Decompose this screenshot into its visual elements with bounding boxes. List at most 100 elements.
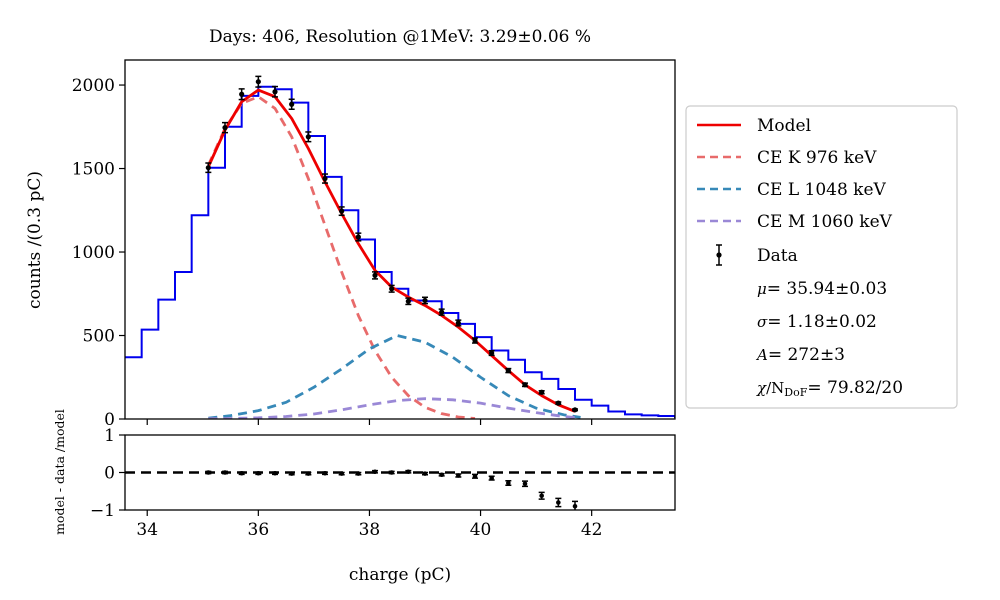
- residual-y-tick-label: 1: [104, 426, 115, 446]
- residual-point: [338, 471, 345, 476]
- chart-title: Days: 406, Resolution @1MeV: 3.29±0.06 %: [209, 27, 591, 47]
- data-marker: [389, 286, 395, 292]
- residual-points-group: [205, 469, 578, 510]
- data-marker: [505, 367, 511, 374]
- data-marker: [239, 91, 245, 97]
- data-marker: [489, 350, 495, 356]
- legend-param-chi2: χ/NDoF= 79.82/20: [756, 378, 903, 399]
- histogram-steps: [125, 85, 675, 418]
- residual-marker: [289, 471, 294, 476]
- data-point: [355, 232, 362, 242]
- residual-point: [205, 470, 212, 475]
- data-marker: [289, 101, 295, 107]
- data-marker: [439, 309, 445, 315]
- data-point: [255, 75, 262, 88]
- residual-marker: [356, 471, 361, 476]
- histogram-group: [125, 85, 675, 418]
- legend: Model CE K 976 keV CE L 1048 keV CE M 10…: [685, 105, 958, 409]
- main-y-ticks: 0 500 1000 1500 2000: [72, 76, 125, 430]
- data-point: [572, 407, 578, 413]
- residual-marker: [406, 469, 411, 475]
- data-marker: [455, 320, 461, 326]
- legend-swatch-data: [716, 244, 722, 266]
- data-marker: [472, 337, 478, 344]
- data-point: [338, 206, 345, 217]
- data-point: [388, 284, 395, 293]
- data-marker: [355, 234, 361, 240]
- data-point: [222, 121, 228, 134]
- residual-point: [488, 475, 495, 481]
- data-marker: [272, 89, 278, 95]
- data-marker: [405, 298, 411, 304]
- residual-point: [522, 480, 528, 488]
- main-y-tick-label: 500: [83, 327, 115, 347]
- data-marker: [539, 389, 545, 395]
- residual-marker: [206, 470, 211, 475]
- residual-point: [322, 470, 328, 476]
- x-tick-label: 36: [248, 520, 270, 540]
- curve-ce-k-976-kev: [207, 95, 476, 419]
- residual-marker: [439, 472, 444, 478]
- residual-point: [538, 491, 545, 500]
- data-marker: [255, 79, 261, 85]
- residual-marker: [222, 470, 228, 475]
- data-points-group: [205, 75, 578, 413]
- legend-box: [685, 105, 958, 409]
- x-tick-label: 34: [136, 520, 158, 540]
- residual-marker: [239, 470, 244, 476]
- curve-model: [207, 88, 576, 413]
- residual-y-tick-label: −1: [90, 501, 115, 521]
- main-panel: 0 500 1000 1500 2000 counts /(0.3 pC): [25, 59, 676, 430]
- residual-marker: [489, 475, 494, 481]
- residual-point: [388, 470, 395, 475]
- residual-marker: [306, 471, 311, 476]
- main-plot-frame: [124, 59, 676, 420]
- data-marker: [572, 407, 578, 413]
- residual-marker: [389, 470, 394, 475]
- data-point: [472, 337, 478, 344]
- residual-point: [455, 473, 462, 478]
- residual-point: [422, 471, 428, 476]
- data-point: [238, 88, 245, 101]
- data-point: [288, 98, 295, 111]
- legend-param-sigma: σ= 1.18±0.02: [757, 312, 877, 332]
- x-axis-label: charge (pC): [349, 565, 451, 585]
- data-point: [372, 271, 378, 280]
- residual-marker: [422, 471, 428, 476]
- residual-marker: [539, 493, 544, 499]
- residual-marker: [256, 470, 261, 476]
- residual-point: [272, 470, 278, 476]
- residual-point: [305, 471, 312, 476]
- residual-point: [255, 470, 262, 476]
- curve-ce-l-1048-kev: [208, 334, 581, 419]
- data-marker: [372, 272, 378, 278]
- residual-panel: −101 34 36 38 40 42 model - data /model char…: [52, 409, 676, 585]
- residual-marker: [506, 480, 511, 486]
- curve-ce-m-1060-kev: [208, 397, 581, 419]
- x-tick-label: 40: [470, 520, 492, 540]
- residual-point: [405, 469, 412, 475]
- data-marker: [205, 165, 211, 171]
- data-marker: [555, 400, 561, 406]
- residual-point: [472, 473, 478, 479]
- residual-point: [222, 470, 228, 475]
- legend-label-ce-k: CE K 976 keV: [757, 148, 877, 168]
- residual-point: [438, 472, 445, 478]
- residual-marker: [522, 481, 528, 487]
- residual-marker: [322, 470, 328, 476]
- residual-marker: [472, 473, 478, 479]
- residual-point: [505, 480, 512, 486]
- residual-marker: [372, 469, 378, 475]
- data-point: [272, 85, 278, 98]
- residual-marker: [339, 471, 344, 476]
- x-tick-label: 38: [359, 520, 381, 540]
- residual-y-tick-label: 0: [104, 464, 115, 484]
- data-point: [538, 389, 545, 395]
- main-y-tick-label: 1000: [72, 243, 115, 263]
- residual-marker: [456, 473, 461, 478]
- legend-param-mu: μ= 35.94±0.03: [757, 279, 887, 299]
- residual-y-ticks: −1 0 1: [90, 426, 125, 521]
- data-point: [422, 296, 428, 305]
- legend-param-amp: A= 272±3: [755, 345, 845, 365]
